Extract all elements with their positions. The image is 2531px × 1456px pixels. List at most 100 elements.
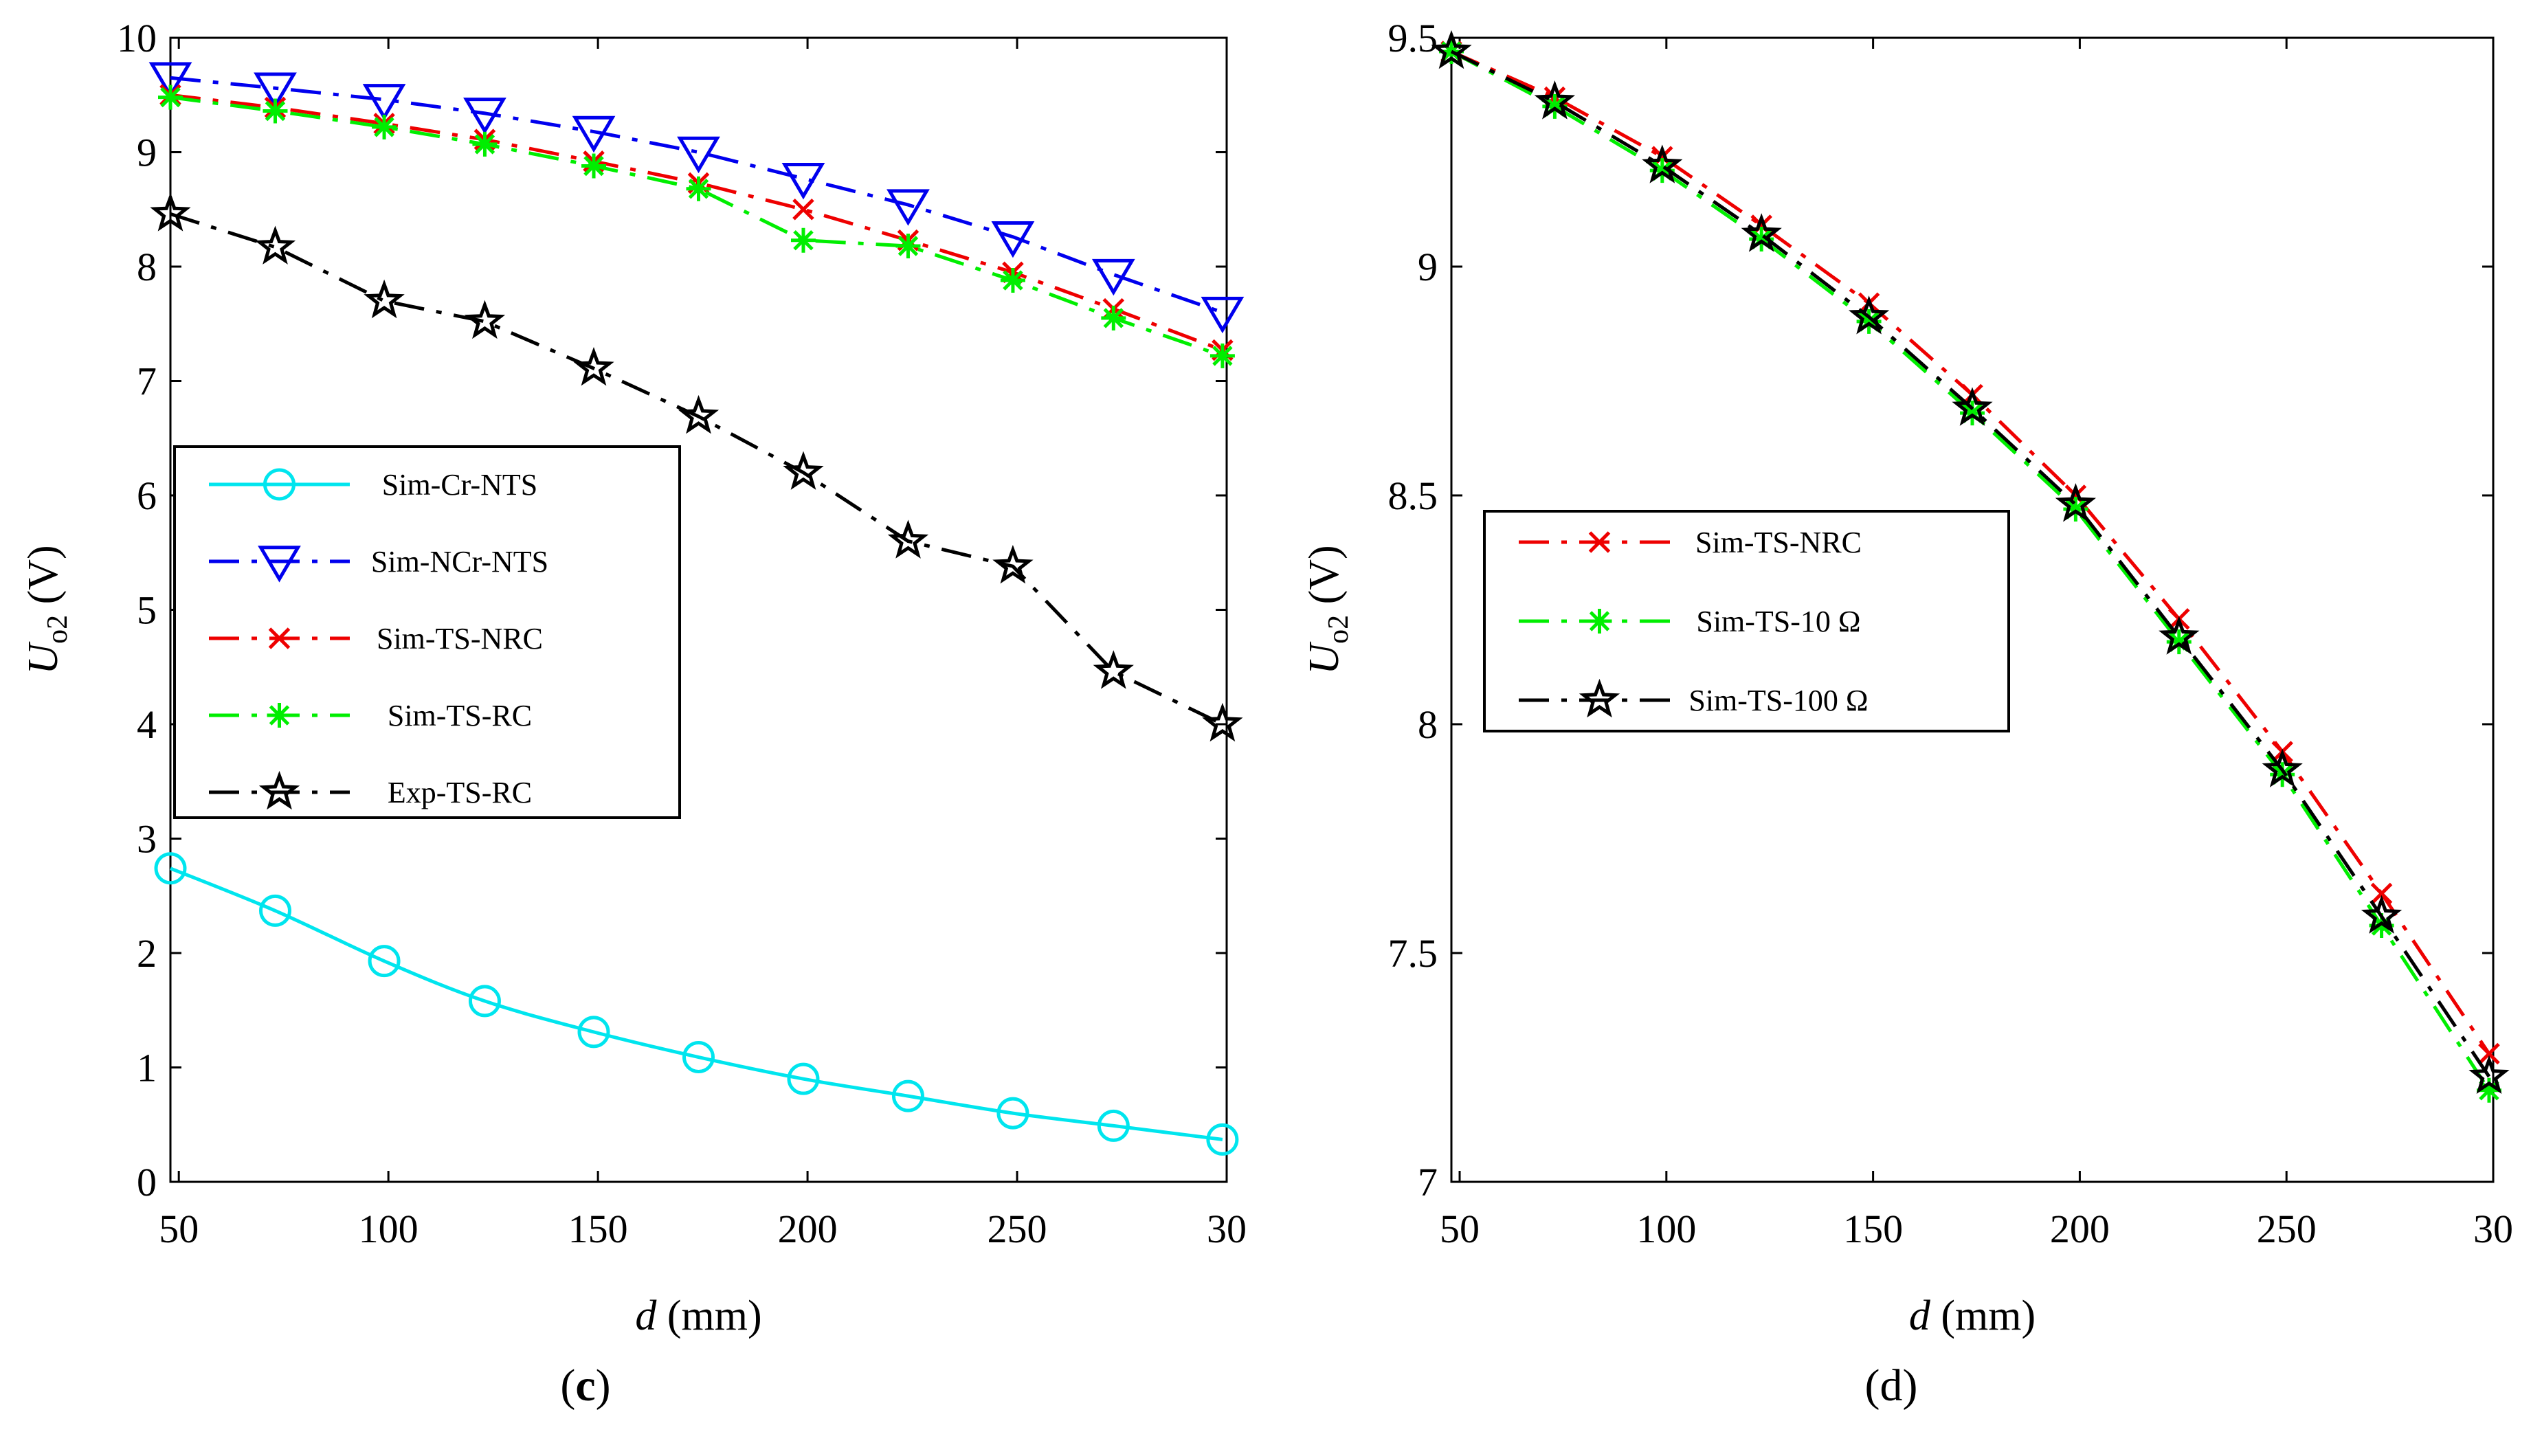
panel-c-y-axis-label-unit: (V) [20,545,67,615]
panel-d-caption: (d) [1865,1360,1918,1411]
panel-c-series-0-point [258,894,291,927]
panel-d-series-1-point [1960,401,1985,426]
panel-d-x-tick-label: 200 [2050,1207,2110,1251]
panel-d-series-line [1450,49,2491,1078]
panel-c-series-0-point [368,945,401,978]
panel-c-series-4-point [150,192,191,232]
panel-c-series-line [170,212,1223,726]
panel-c-x-axis-label-var: d [635,1292,657,1339]
panel-c-series-0-point [1206,1123,1239,1156]
panel-d-series-2-point [2159,616,2200,655]
panel-c-legend-entry: Exp-TS-RC [388,776,532,809]
panel-d-legend-marker-2-point [1579,678,1620,718]
panel-c-legend-marker-0-point [263,468,296,501]
panel-d-caption-letter: d [1880,1360,1903,1411]
panel-d-series-2-point [1431,30,1472,69]
panel-d-x-tick-label: 50 [1440,1207,1480,1251]
panel-d-y-axis-label-sub: o2 [1323,615,1354,644]
panel-d-series-1-point [1649,158,1675,183]
panel-c-legend: Sim-Cr-NTS Sim-NCr-NTS Sim-TS-NRC Sim-TS-RC… [173,445,681,819]
panel-c-legend-marker-1-point [258,546,301,583]
panel-c-y-tick-label: 2 [137,931,157,976]
panel-c-series-3-point [158,85,183,110]
panel-d-legend-frame [1483,510,2010,732]
panel-c-caption: (c) [560,1360,610,1411]
panel-d-series-2-point [1741,213,1782,252]
panel-c-series-1 [148,62,1245,334]
panel-c-series-1-point [781,163,825,200]
panel-c-series-0-point [468,985,501,1018]
panel-d-y-tick-label: 9 [1418,245,1438,289]
panel-c-series-0-point [891,1079,924,1112]
panel-c-y-tick-label: 5 [137,588,157,633]
panel-d-y-axis-label: Uo2 (V) [1301,545,1354,674]
panel-c-series-1-point [1201,296,1245,334]
panel-d-y-tick-label: 8.5 [1388,473,1438,518]
panel-d-series-1-point [2369,913,2394,939]
panel-c-y-tick-label: 3 [137,817,157,862]
panel-c-series-3-point [1209,343,1235,368]
panel-d-legend-marker-0-point [1588,531,1611,553]
panel-d-series-2-point [2361,895,2402,934]
panel-c-series-1-point [1091,258,1135,296]
panel-c-y-tick-label: 1 [137,1046,157,1090]
panel-d-x-tick-label: 250 [2257,1207,2317,1251]
panel-c-series-1-point [887,189,930,226]
panel-c-series-2-point [792,198,814,221]
panel-d-series-0-point [2370,882,2393,905]
panel-c-series-0 [154,852,1239,1156]
panel-d-legend-entry: Sim-TS-100 Ω [1688,684,1868,717]
panel-c-series-3-point [895,234,921,259]
panel-c-caption-open: ( [560,1360,575,1411]
panel-d-y-axis-label-var: U [1301,641,1348,675]
panel-d-series-line [1450,49,2491,1092]
panel-d-series-2-point [1534,80,1576,120]
panel-c-series-3-point [472,131,498,157]
panel-c-legend-marker-2-point [268,627,291,649]
panel-c-y-axis-label: Uo2 (V) [20,545,74,674]
panel-c-series-1-point [572,115,616,153]
panel-c-y-axis-label-var: U [20,641,67,675]
panel-c-series-3 [158,85,1235,368]
panel-c-legend-frame [173,445,681,819]
panel-c-series-4-point [364,279,405,319]
panel-c-x-tick-label: 150 [568,1207,628,1251]
panel-c-y-tick-label: 0 [137,1160,157,1205]
panel-c-caption-close: ) [596,1360,611,1411]
panel-d-series-1-point [2270,762,2295,787]
panel-d-series-2 [1431,30,2510,1095]
panel-c-legend-entry: Sim-TS-RC [388,699,532,732]
panel-c-series-3-point [372,114,397,139]
panel-c-x-tick-label: 30 [1207,1207,1247,1251]
panel-d-series-1-point [2476,1077,2501,1103]
panel-c-series-1-point [991,221,1035,258]
panel-c-series-0-point [1097,1109,1130,1142]
panel-c-series-4 [150,192,1243,742]
panel-c-y-axis-label-sub: o2 [42,615,74,644]
panel-d-series-0-point [2478,1042,2500,1065]
panel-d-y-axis-label-unit: (V) [1301,545,1348,615]
panel-c-y-tick-label: 7 [137,359,157,404]
panel-c-series-0-point [577,1016,610,1049]
panel-c-legend-marker-3-point [267,703,292,728]
panel-c-y-tick-label: 8 [137,245,157,289]
panel-d-x-axis-label: d (mm) [1909,1292,2036,1339]
panel-c-series-4-point [678,394,720,434]
panel-c-x-tick-label: 100 [359,1207,419,1251]
panel-c-legend-entry: Sim-TS-NRC [377,622,543,656]
panel-d-series-1-point [1749,227,1774,252]
panel-c-series-4-point [783,451,824,490]
panel-c-series-0-point [154,852,187,885]
panel-c-series-3-point [1000,267,1025,293]
panel-d-y-tick-label: 9.5 [1388,16,1438,60]
panel-c-series-0-point [787,1062,820,1095]
panel-c-series-line [170,866,1223,1141]
panel-c-series-4-point [1093,650,1134,689]
panel-c-series-4-point [992,544,1034,584]
panel-c-series-3-point [686,176,711,201]
panel-c-series-4-point [573,347,614,386]
panel-c-series-3-point [790,227,816,253]
panel-d-chart: 50 100 150 200 250 30 7 7.5 8 8.5 9 9.5 d (mm) Uo2 (V… [1301,16,2513,1339]
